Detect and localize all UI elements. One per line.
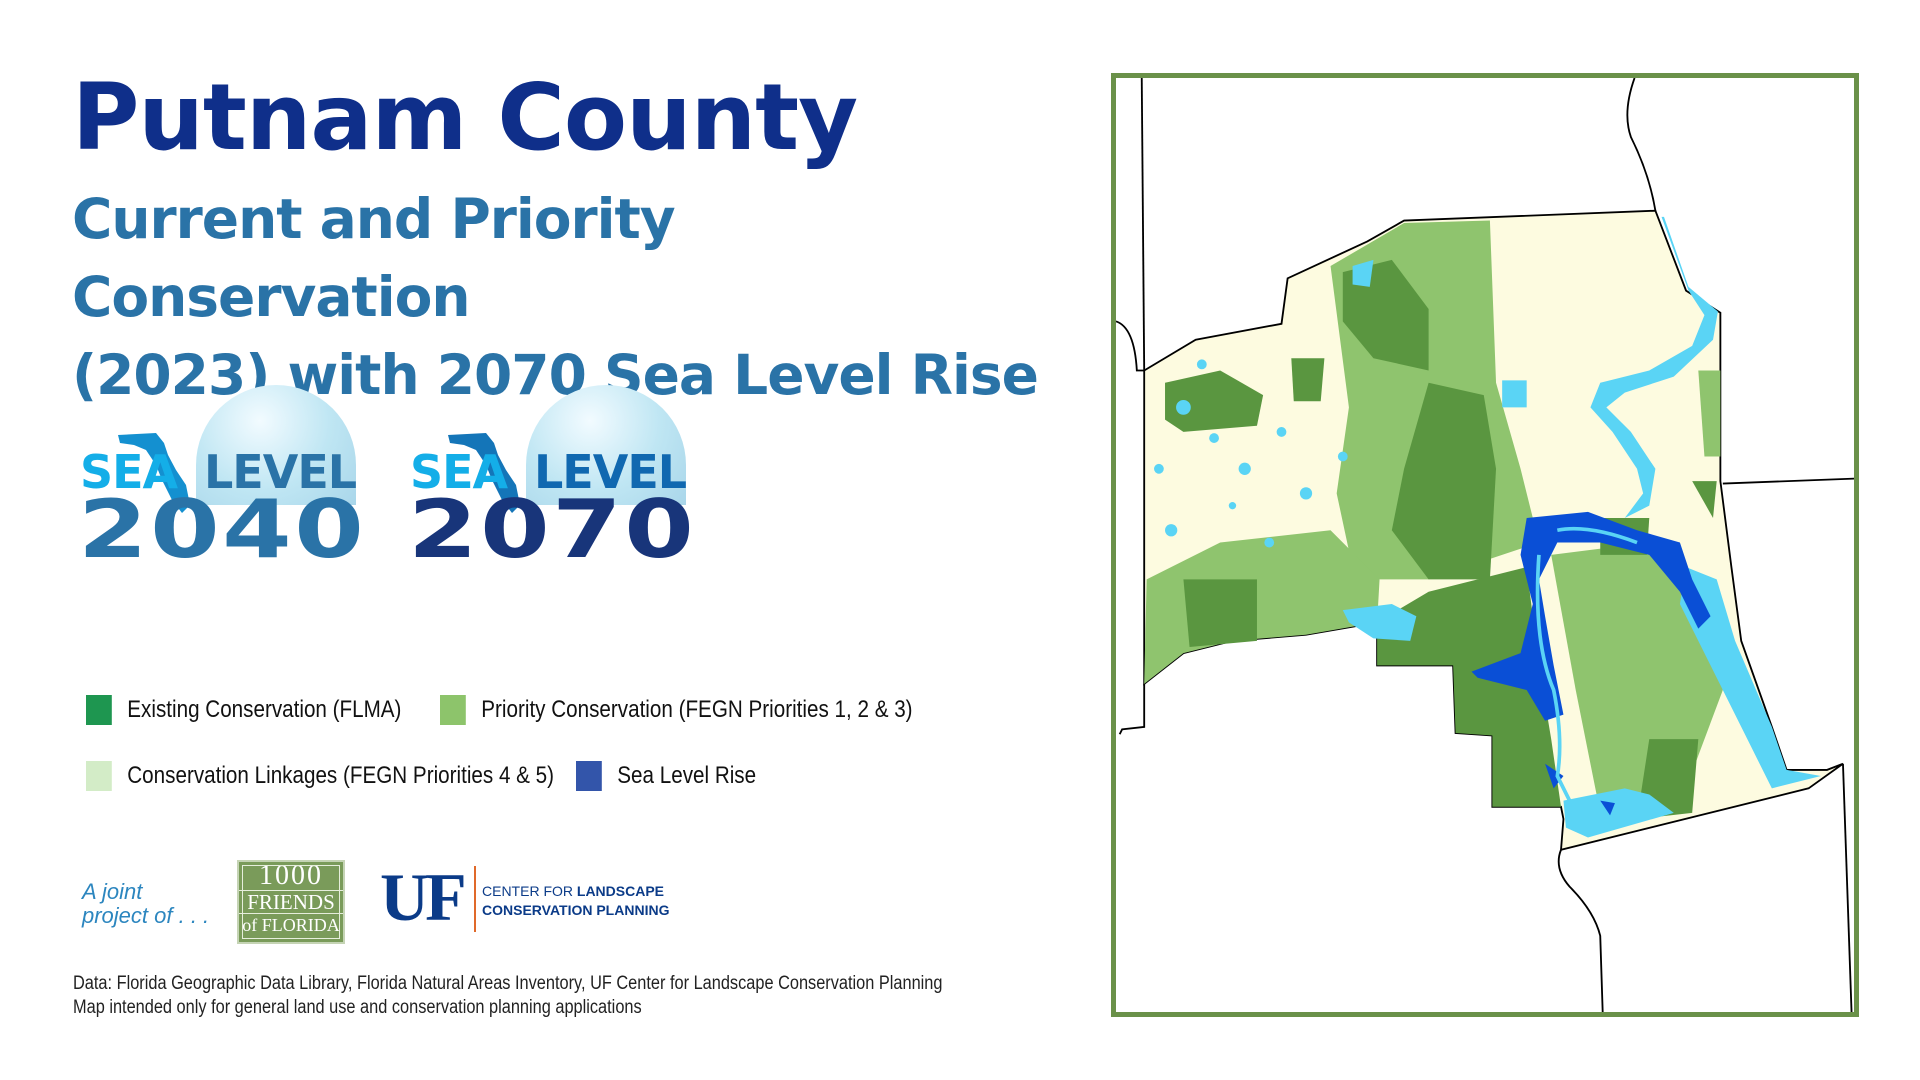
legend-existing-conservation: Existing Conservation (FLMA) — [86, 695, 401, 725]
legend-priority-conservation: Priority Conservation (FEGN Priorities 1… — [440, 695, 913, 725]
florida-icon — [118, 433, 190, 513]
uf-text: CENTER FOR — [482, 883, 573, 899]
page-subtitle: Current and Priority Conservation (2023)… — [72, 180, 1072, 414]
wave-graphic — [196, 385, 356, 505]
uf-text: LANDSCAPE — [576, 883, 665, 899]
logo-year: 2040 — [78, 483, 367, 576]
river-line — [1535, 526, 1638, 802]
legend-label: Existing Conservation (FLMA) — [127, 696, 402, 723]
sea-level-2040-logo: SEA LEVEL 2040 — [76, 385, 364, 570]
sea-level-rise-areas — [1471, 511, 1711, 816]
logo-text: FRIENDS — [239, 890, 343, 914]
footer-line-1: Data: Florida Geographic Data Library, F… — [73, 973, 943, 994]
county-map — [1111, 73, 1859, 1017]
wave-graphic — [526, 385, 686, 505]
uf-logo: UF — [380, 859, 467, 935]
legend-label: Conservation Linkages (FEGN Priorities 4… — [127, 762, 555, 789]
florida-icon — [448, 433, 520, 513]
logo-inner-border — [242, 865, 340, 939]
uf-text: CONSERVATION PLANNING — [482, 902, 670, 918]
legend-sea-level-rise: Sea Level Rise — [576, 761, 756, 791]
page-title: Putnam County — [72, 64, 858, 171]
joint-line-2: project of . . . — [82, 903, 210, 928]
legend-label: Sea Level Rise — [617, 762, 757, 789]
map-canvas — [1116, 78, 1854, 1012]
logo-sea-text: SEA — [410, 445, 508, 499]
legend-label: Priority Conservation (FEGN Priorities 1… — [481, 696, 913, 723]
uf-divider — [474, 866, 476, 932]
logo-year: 2070 — [408, 483, 697, 576]
joint-line-1: A joint — [82, 879, 143, 904]
existing-conservation-areas — [1165, 259, 1717, 820]
logo-level-text: LEVEL — [204, 445, 357, 499]
neighbor-county-lines — [1116, 78, 1854, 1012]
water-bodies — [1154, 216, 1821, 838]
logo-level-text: LEVEL — [534, 445, 687, 499]
sea-level-2070-logo: SEA LEVEL 2070 — [406, 385, 694, 570]
legend-swatch — [86, 695, 112, 725]
data-source-note: Data: Florida Geographic Data Library, F… — [73, 972, 942, 1020]
1000-friends-of-florida-logo: 1000 FRIENDS of FLORIDA — [237, 860, 345, 944]
joint-project-text: A joint project of . . . — [82, 880, 209, 928]
logo-text: of FLORIDA — [242, 915, 340, 935]
legend-swatch — [440, 695, 466, 725]
legend-swatch — [576, 761, 602, 791]
uf-center-name: CENTER FOR LANDSCAPE CONSERVATION PLANNI… — [482, 882, 669, 920]
logo-text: 1000 — [259, 860, 323, 891]
subtitle-line-1: Current and Priority Conservation — [72, 187, 676, 329]
footer-line-2: Map intended only for general land use a… — [73, 997, 642, 1018]
legend-conservation-linkages: Conservation Linkages (FEGN Priorities 4… — [86, 761, 554, 791]
legend-swatch — [86, 761, 112, 791]
logo-sea-text: SEA — [80, 445, 178, 499]
